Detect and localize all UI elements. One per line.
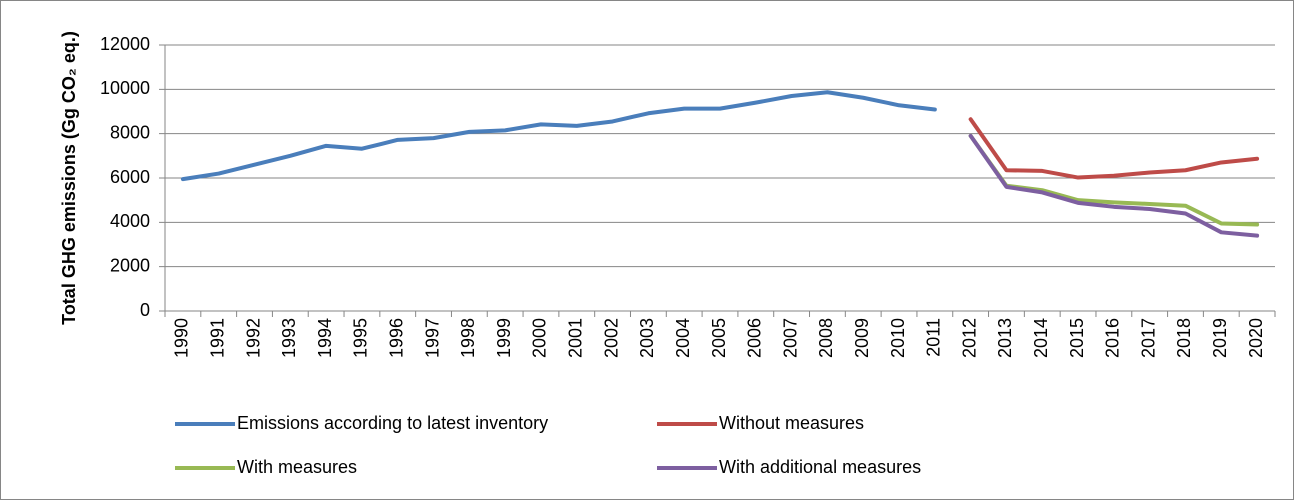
series-line bbox=[968, 133, 1260, 238]
y-axis-label: Total GHG emissions (Gg CO₂ eq.) bbox=[59, 31, 79, 325]
y-tick-label: 2000 bbox=[110, 255, 150, 275]
x-tick-label: 2018 bbox=[1174, 318, 1194, 358]
y-tick-label: 8000 bbox=[110, 122, 150, 142]
x-tick-label: 1991 bbox=[207, 318, 227, 358]
x-tick-label: 2020 bbox=[1246, 318, 1266, 358]
x-tick-label: 2005 bbox=[709, 318, 729, 358]
x-tick-label: 1993 bbox=[279, 318, 299, 358]
x-tick-label: 2010 bbox=[888, 318, 908, 358]
x-tick-label: 2011 bbox=[924, 318, 944, 357]
x-tick-label: 1998 bbox=[458, 318, 478, 358]
series-line bbox=[968, 117, 1260, 180]
legend-label: Emissions according to latest inventory bbox=[237, 413, 548, 433]
y-tick-label: 10000 bbox=[100, 78, 150, 98]
x-tick-label: 2007 bbox=[780, 318, 800, 358]
x-tick-label: 1995 bbox=[351, 318, 371, 358]
x-tick-label: 2000 bbox=[530, 318, 550, 358]
x-tick-label: 2014 bbox=[1031, 318, 1051, 358]
x-tick-label: 2001 bbox=[566, 318, 586, 358]
x-tick-label: 2008 bbox=[816, 318, 836, 358]
x-tick-label: 2004 bbox=[673, 318, 693, 358]
x-tick-label: 2009 bbox=[852, 318, 872, 358]
y-tick-label: 4000 bbox=[110, 211, 150, 231]
x-tick-label: 2016 bbox=[1103, 318, 1123, 358]
legend-label: With measures bbox=[237, 457, 357, 477]
x-tick-label: 1990 bbox=[172, 318, 192, 358]
y-tick-label: 6000 bbox=[110, 167, 150, 187]
x-tick-label: 2015 bbox=[1067, 318, 1087, 358]
x-tick-label: 1994 bbox=[315, 318, 335, 358]
x-tick-label: 2019 bbox=[1210, 318, 1230, 358]
x-tick-label: 2013 bbox=[995, 318, 1015, 358]
x-tick-label: 2006 bbox=[745, 318, 765, 358]
x-tick-label: 1992 bbox=[243, 318, 263, 358]
x-tick-label: 2002 bbox=[601, 318, 621, 358]
series-line bbox=[180, 90, 937, 182]
x-tick-label: 2003 bbox=[637, 318, 657, 358]
legend-label: With additional measures bbox=[719, 457, 921, 477]
y-tick-label: 12000 bbox=[100, 34, 150, 54]
legend-label: Without measures bbox=[719, 413, 864, 433]
x-tick-label: 1997 bbox=[422, 318, 442, 358]
x-tick-label: 1996 bbox=[386, 318, 406, 358]
x-tick-label: 1999 bbox=[494, 318, 514, 358]
x-tick-label: 2012 bbox=[959, 318, 979, 358]
x-tick-label: 2017 bbox=[1138, 318, 1158, 358]
y-tick-label: 0 bbox=[140, 300, 150, 320]
